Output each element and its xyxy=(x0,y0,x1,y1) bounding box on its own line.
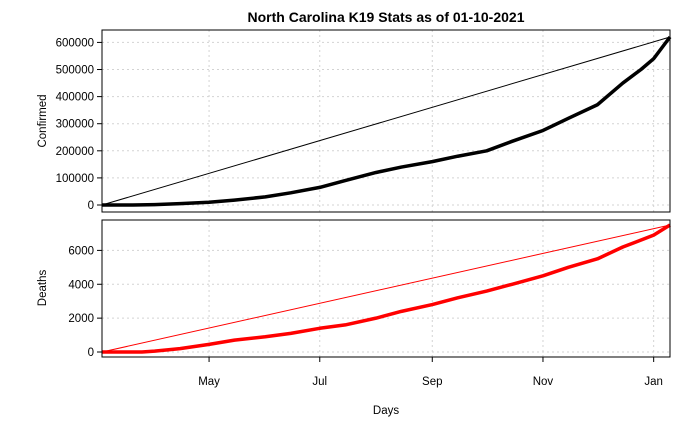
y-tick-label: 500000 xyxy=(56,65,94,77)
confirmed-y-axis: 0 100000 200000 300000 400000 500000 600000 xyxy=(56,37,102,212)
confirmed-plot-frame xyxy=(101,29,671,213)
y-tick-label: 100000 xyxy=(56,173,94,185)
y-tick-label: 200000 xyxy=(56,146,94,158)
y-tick-label: 400000 xyxy=(56,92,94,104)
confirmed-series-line xyxy=(101,35,672,207)
x-axis-label: Days xyxy=(373,405,399,417)
y-tick-label: 0 xyxy=(88,347,94,359)
deaths-y-axis-label: Deaths xyxy=(37,270,49,307)
x-tick-label: Jul xyxy=(312,376,327,388)
x-tick-label: Nov xyxy=(533,376,554,388)
deaths-reference-line xyxy=(101,224,671,353)
confirmed-y-axis-label: Confirmed xyxy=(37,94,49,147)
x-axis: May Jul Sep Nov Jan xyxy=(198,357,663,388)
confirmed-reference-line xyxy=(101,36,671,206)
y-tick-label: 0 xyxy=(88,200,94,212)
x-tick-label: Jan xyxy=(644,376,663,388)
y-tick-label: 6000 xyxy=(68,245,94,257)
chart-title: North Carolina K19 Stats as of 01-10-202… xyxy=(248,9,525,25)
deaths-plot-frame xyxy=(101,219,671,358)
y-tick-label: 4000 xyxy=(68,279,94,291)
deaths-series-line xyxy=(102,223,671,354)
y-tick-label: 600000 xyxy=(56,37,94,49)
confirmed-panel: 0 100000 200000 300000 400000 500000 600000 Co… xyxy=(37,29,672,213)
y-tick-label: 2000 xyxy=(68,313,94,325)
x-tick-label: May xyxy=(198,376,220,388)
y-tick-label: 300000 xyxy=(56,119,94,131)
x-tick-label: Sep xyxy=(422,376,442,388)
deaths-panel: 0 2000 4000 6000 Deaths xyxy=(37,219,671,359)
deaths-y-axis: 0 2000 4000 6000 xyxy=(68,245,102,359)
